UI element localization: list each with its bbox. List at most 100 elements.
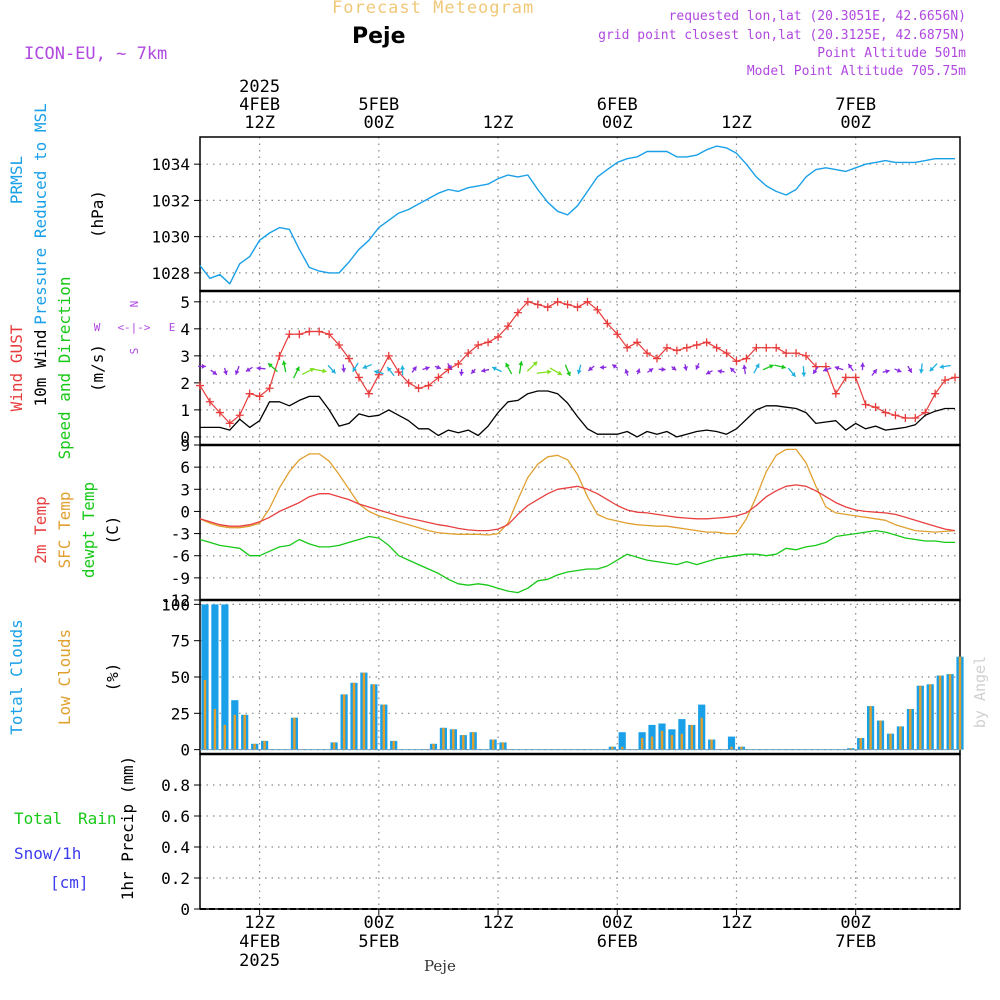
wind-arrow-head xyxy=(268,363,273,368)
wind-arrow xyxy=(729,367,737,374)
top-time-label: 6FEB xyxy=(597,95,638,115)
wind-arrow xyxy=(894,368,902,373)
wind-arrow xyxy=(536,369,552,375)
top-time-label: 00Z xyxy=(363,113,394,133)
dewpt-line xyxy=(199,529,955,594)
total-cloud-bar xyxy=(727,736,736,750)
wind-arrow-head xyxy=(557,370,562,376)
gust-marker xyxy=(643,349,652,358)
low-cloud-bar xyxy=(243,714,246,750)
gust-marker xyxy=(484,338,493,347)
bottom-time-label: 00Z xyxy=(840,913,871,933)
wind-arrow-head xyxy=(505,362,510,368)
dewpt-label: dewpt Temp xyxy=(79,482,98,578)
wind-arrow-head xyxy=(399,365,405,370)
low-cloud-bar xyxy=(213,709,217,750)
wind-arrow-head xyxy=(599,364,604,370)
wind-arrow-head xyxy=(256,365,261,371)
wind-arrow xyxy=(939,364,951,370)
gust-marker xyxy=(225,419,234,428)
wind-arrow xyxy=(352,362,359,373)
total-cloud-bar xyxy=(211,604,219,750)
model-altitude: Model Point Altitude 705.75m xyxy=(746,64,966,79)
low-cloud-bar xyxy=(889,733,892,750)
gust-marker xyxy=(692,341,701,350)
low-cloud-bar xyxy=(700,717,703,750)
low-cloud-bar xyxy=(670,735,674,750)
gust-marker xyxy=(841,373,850,382)
gust-marker xyxy=(573,303,582,312)
pressure-unit: (hPa) xyxy=(88,190,107,238)
wind-arrow xyxy=(210,369,218,376)
low-cloud-bar xyxy=(849,748,852,750)
wind-arrow xyxy=(301,367,315,376)
wind-arrow-head xyxy=(412,366,417,372)
gust-marker xyxy=(235,411,244,420)
gust-label: Wind GUST xyxy=(7,324,26,411)
wind-arrow xyxy=(256,365,266,371)
wind-arrow-head xyxy=(801,372,807,377)
gust-marker xyxy=(861,400,870,409)
wind-arrow xyxy=(695,362,700,370)
low-cloud-bar xyxy=(938,675,942,750)
low-cloud-bar xyxy=(710,739,713,750)
gust-marker xyxy=(205,397,214,406)
wind-arrow xyxy=(234,365,240,375)
gust-marker xyxy=(245,389,254,398)
low-cloud-bar xyxy=(472,732,475,750)
wind-arrow xyxy=(871,368,878,376)
low-cloud-bar xyxy=(690,724,693,750)
wind-arrow xyxy=(822,367,832,372)
pressure-label-short: PRMSL xyxy=(7,156,26,204)
low-cloud-bar xyxy=(382,704,385,750)
wind-arrow xyxy=(717,368,725,374)
top-time-label: 12Z xyxy=(483,113,514,133)
gust-marker xyxy=(315,327,324,336)
gust-marker xyxy=(494,332,503,341)
y-tick-label: 0 xyxy=(180,502,190,521)
wind-arrow xyxy=(774,364,786,370)
low-cloud-bar xyxy=(730,746,733,750)
wind-arrow xyxy=(847,363,854,372)
low-cloud-bar xyxy=(859,738,862,750)
wind-arrow xyxy=(293,366,300,379)
wind-arrow xyxy=(470,368,476,375)
gust-marker xyxy=(394,368,403,377)
gust-marker xyxy=(881,408,890,417)
low-cloud-bar xyxy=(442,727,445,750)
gust-marker xyxy=(513,308,522,317)
bottom-time-label: 00Z xyxy=(363,913,394,933)
wind-arrow xyxy=(386,366,395,377)
wind-arrow xyxy=(223,367,228,376)
wind-arrow xyxy=(434,364,442,370)
temp2m-line xyxy=(199,484,956,532)
y-tick-label: 1034 xyxy=(151,155,190,174)
wind-arrow-head xyxy=(823,367,828,372)
y-tick-label: -12 xyxy=(161,591,190,610)
low-cloud-bar xyxy=(869,706,872,750)
wind-arrow-head xyxy=(768,364,774,369)
bottom-time-label: 12Z xyxy=(483,913,514,933)
y-tick-label: 3 xyxy=(180,347,190,366)
gust-marker xyxy=(941,376,950,385)
wind-arrow-head xyxy=(341,368,347,373)
low-cloud-bar xyxy=(879,720,882,750)
gust-marker xyxy=(543,303,552,312)
y-tick-label: 0 xyxy=(180,900,190,919)
gust-marker xyxy=(563,300,572,309)
wind-arrow-head xyxy=(706,370,711,375)
gust-marker xyxy=(662,343,671,352)
wind-arrow xyxy=(518,361,524,374)
legend-snow-unit: [cm] xyxy=(50,873,89,892)
wind-arrow xyxy=(929,363,938,372)
gridpoint-coords: grid point closest lon,lat (20.3125E, 42… xyxy=(598,28,966,43)
wind-arrow xyxy=(447,363,453,370)
wind-arrow xyxy=(683,364,688,371)
legend-snow: Snow/1h xyxy=(14,844,81,863)
bottom-time-label: 12Z xyxy=(721,913,752,933)
low-cloud-bar xyxy=(233,714,236,750)
low-cloud-bar xyxy=(899,726,902,750)
wind-arrow xyxy=(245,366,253,373)
